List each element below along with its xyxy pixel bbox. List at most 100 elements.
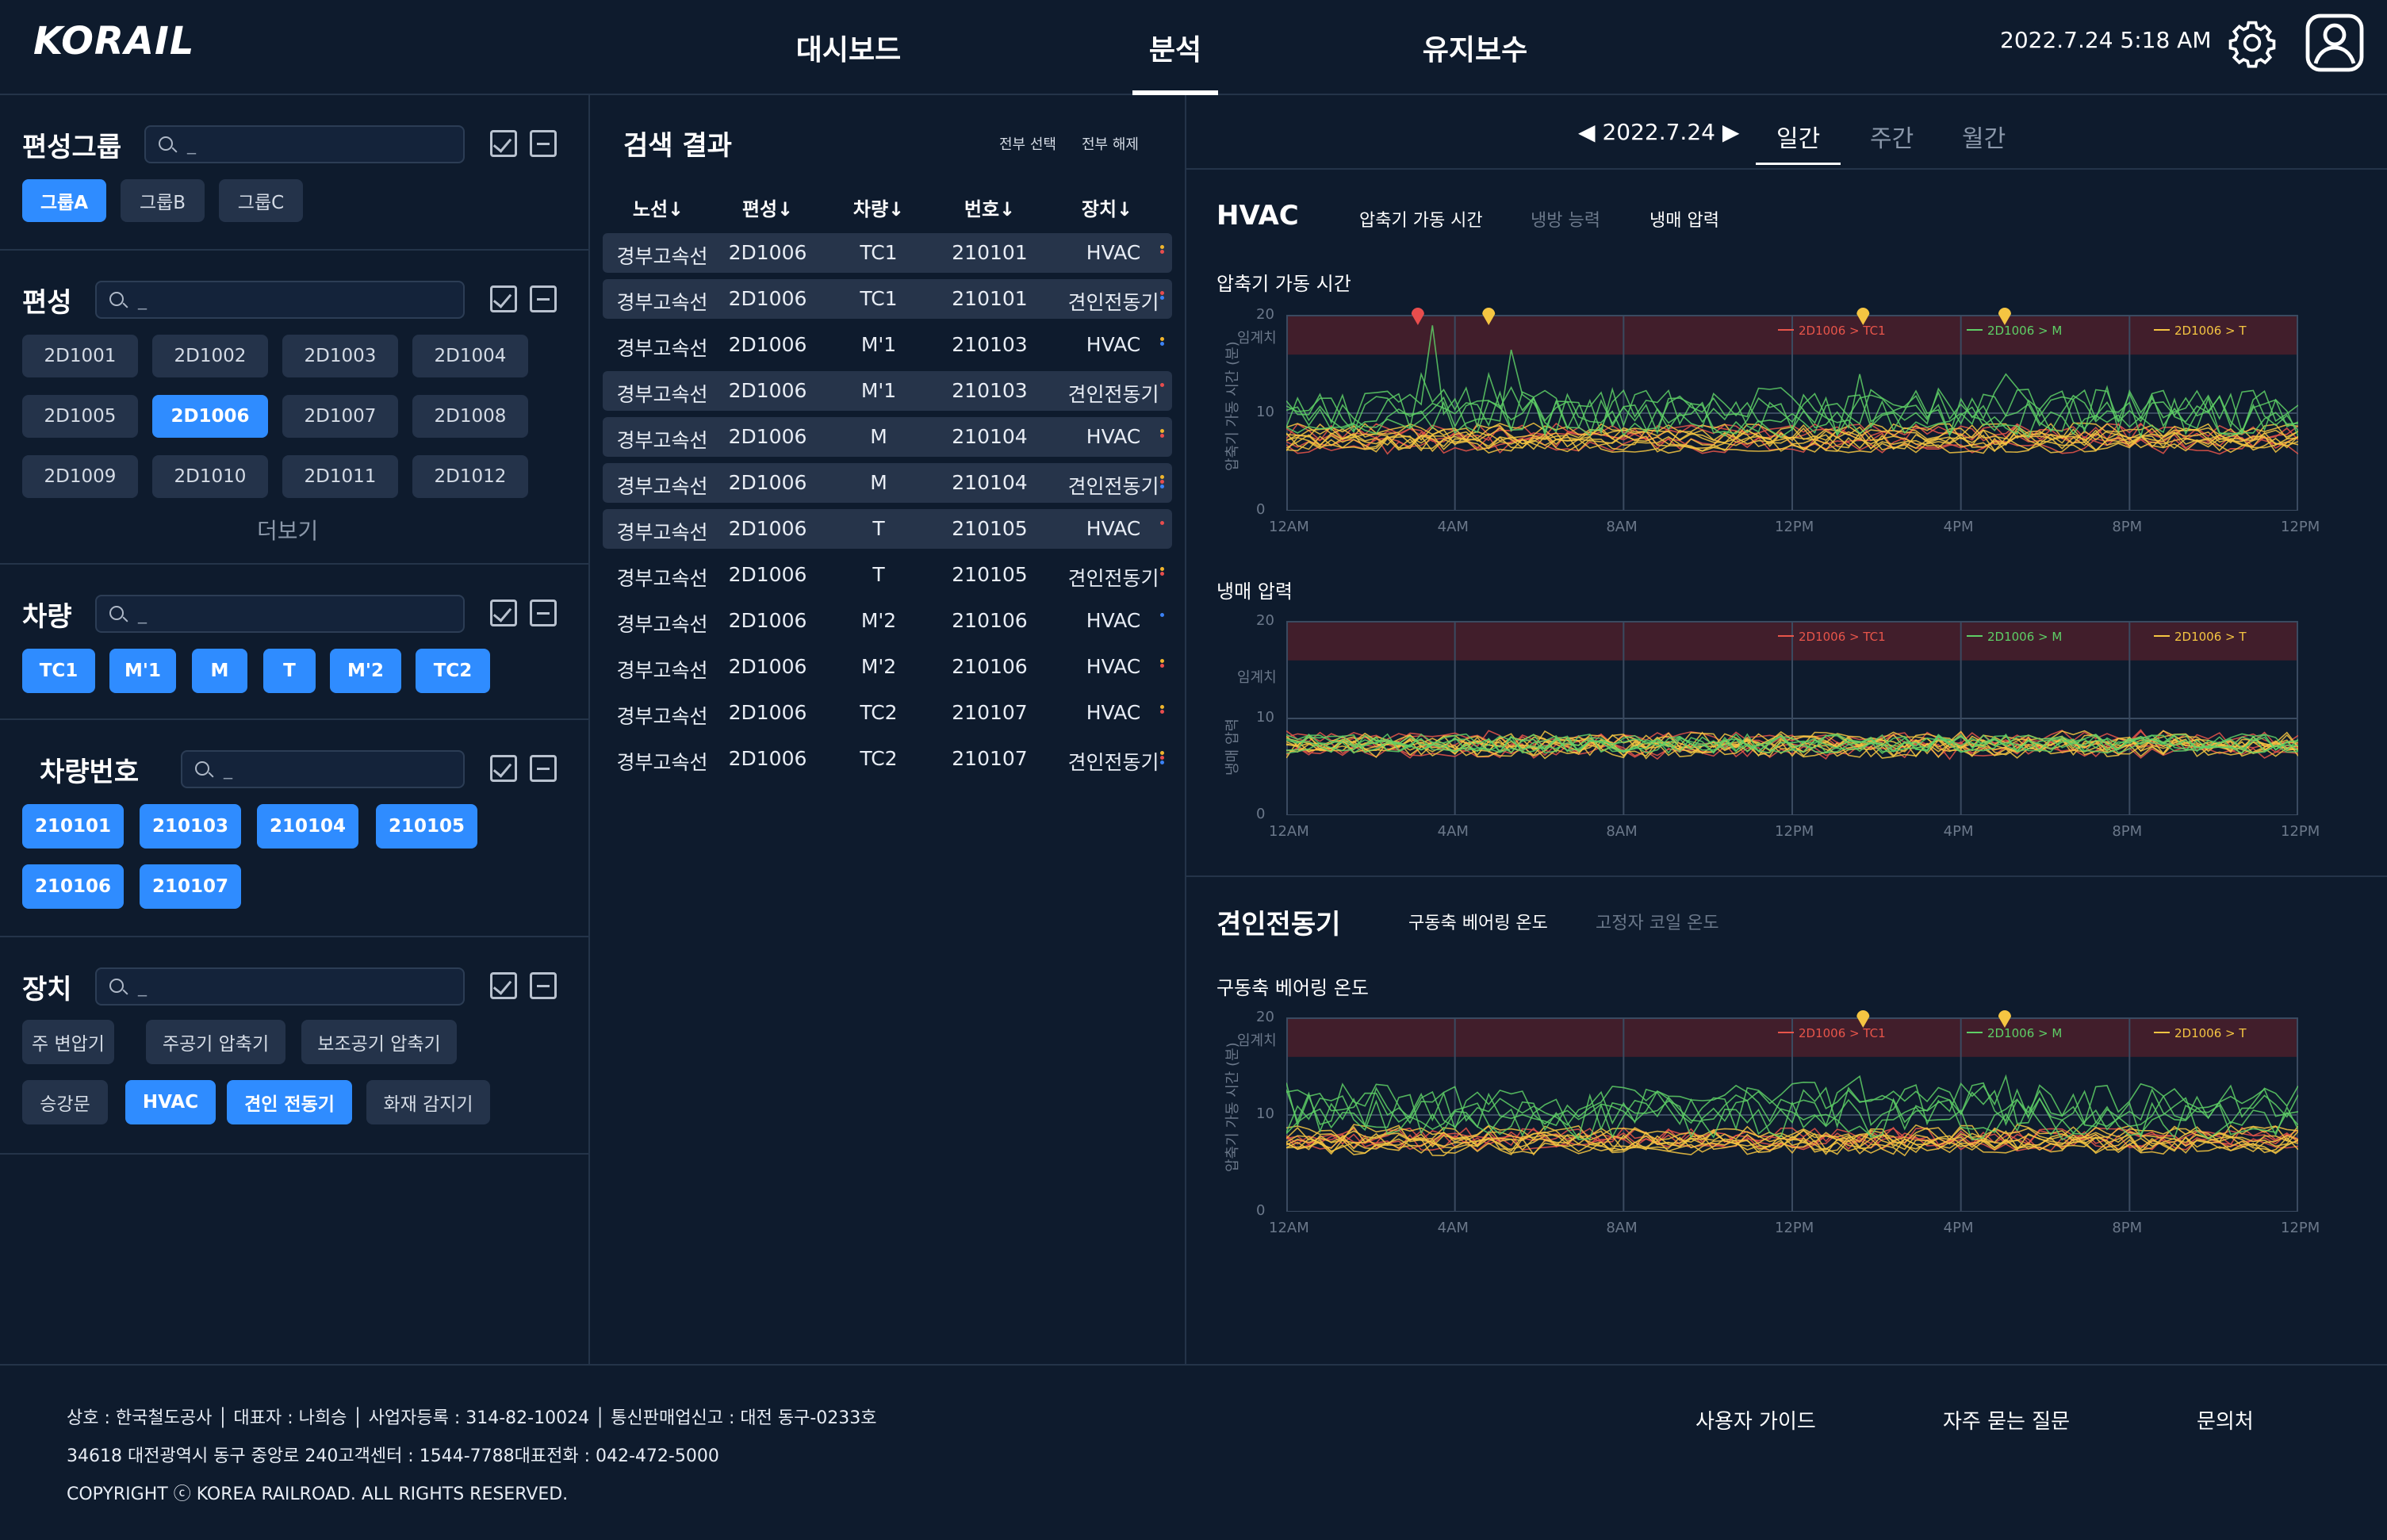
car-number-search-input[interactable]: _ [181, 750, 465, 788]
table-row[interactable]: 경부고속선 2D1006 M'1 210103 견인전동기 [603, 371, 1172, 411]
chip-car-number[interactable]: 210107 [140, 864, 241, 909]
chip-device[interactable]: 화재 감지기 [366, 1080, 490, 1124]
footer-link-contact[interactable]: 문의처 [2197, 1410, 2254, 1434]
chip-device[interactable]: 승강문 [22, 1080, 108, 1124]
table-row[interactable]: 경부고속선 2D1006 M'1 210103 HVAC [603, 325, 1172, 365]
deselect-all-icon[interactable] [530, 600, 557, 626]
tab-monthly[interactable]: 월간 [1962, 125, 2006, 153]
group-search-input[interactable]: _ [144, 125, 465, 163]
cell-number: 210103 [952, 379, 1028, 402]
next-date-icon[interactable]: ▶ [1722, 119, 1740, 145]
select-all-checkbox-icon[interactable] [490, 600, 517, 626]
table-row[interactable]: 경부고속선 2D1006 M'2 210106 HVAC [603, 601, 1172, 641]
chip-car[interactable]: M [192, 649, 247, 693]
device-search-input[interactable]: _ [95, 967, 465, 1006]
table-row[interactable]: 경부고속선 2D1006 M 210104 견인전동기 [603, 463, 1172, 503]
nav-analysis[interactable]: 분석 [1132, 0, 1218, 95]
chip-group-a[interactable]: 그룹A [22, 179, 106, 222]
chip-device[interactable]: 견인 전동기 [227, 1080, 352, 1124]
chip-formation[interactable]: 2D1010 [152, 455, 268, 498]
threshold-label: 임계치 [1237, 330, 1277, 347]
chip-formation[interactable]: 2D1003 [282, 335, 398, 377]
series-line [1286, 427, 2298, 446]
line-chart[interactable]: 2D1006 > TC1 2D1006 > M 2D1006 > T [1286, 300, 2298, 511]
chip-formation[interactable]: 2D1009 [22, 455, 138, 498]
table-row[interactable]: 경부고속선 2D1006 T 210105 HVAC [603, 509, 1172, 549]
select-all-checkbox-icon[interactable] [490, 130, 517, 157]
footer-company-info: 상호 : 한국철도공사 │ 대표자 : 나희승 │ 사업자등록 : 314-82… [67, 1408, 877, 1428]
chip-formation[interactable]: 2D1012 [412, 455, 528, 498]
chip-formation[interactable]: 2D1005 [22, 395, 138, 438]
table-row[interactable]: 경부고속선 2D1006 TC1 210101 HVAC [603, 233, 1172, 273]
cell-line: 경부고속선 [616, 521, 708, 544]
prev-date-icon[interactable]: ◀ [1578, 119, 1596, 145]
line-chart[interactable]: 2D1006 > TC1 2D1006 > M 2D1006 > T [1286, 1002, 2298, 1212]
korail-logo[interactable]: KORAIL [33, 19, 195, 63]
user-icon[interactable] [2303, 11, 2366, 75]
chip-formation[interactable]: 2D1008 [412, 395, 528, 438]
chip-car-number[interactable]: 210101 [22, 804, 124, 849]
show-more-link[interactable]: 더보기 [257, 518, 319, 544]
chip-car[interactable]: M'2 [330, 649, 401, 693]
table-row[interactable]: 경부고속선 2D1006 M'2 210106 HVAC [603, 647, 1172, 687]
nav-dashboard[interactable]: 대시보드 [795, 34, 902, 67]
chip-formation[interactable]: 2D1001 [22, 335, 138, 377]
col-device[interactable]: 장치↓ [1081, 198, 1133, 220]
chip-car-number[interactable]: 210105 [376, 804, 477, 849]
chip-formation[interactable]: 2D1004 [412, 335, 528, 377]
subtab-cooling-capacity[interactable]: 냉방 능력 [1531, 211, 1600, 231]
tab-weekly[interactable]: 주간 [1870, 125, 1914, 153]
select-all-checkbox-icon[interactable] [490, 285, 517, 312]
cell-line: 경부고속선 [616, 429, 708, 452]
series-line [1286, 733, 2298, 754]
chip-formation[interactable]: 2D1006 [152, 395, 268, 438]
subtab-bearing-temp[interactable]: 구동축 베어링 온도 [1408, 914, 1548, 933]
col-number[interactable]: 번호↓ [964, 198, 1016, 220]
subtab-compressor-time[interactable]: 압축기 가동 시간 [1359, 211, 1483, 231]
chip-car[interactable]: TC2 [416, 649, 490, 693]
deselect-all-icon[interactable] [530, 285, 557, 312]
car-search-input[interactable]: _ [95, 595, 465, 633]
tab-daily[interactable]: 일간 [1755, 119, 1841, 165]
chip-formation[interactable]: 2D1002 [152, 335, 268, 377]
table-row[interactable]: 경부고속선 2D1006 T 210105 견인전동기 [603, 555, 1172, 595]
chip-device[interactable]: 주공기 압축기 [146, 1020, 285, 1064]
table-row[interactable]: 경부고속선 2D1006 TC2 210107 견인전동기 [603, 739, 1172, 779]
chip-device[interactable]: 주 변압기 [22, 1020, 114, 1064]
select-all-checkbox-icon[interactable] [490, 972, 517, 999]
footer-link-faq[interactable]: 자주 묻는 질문 [1943, 1410, 2071, 1434]
formation-search-input[interactable]: _ [95, 281, 465, 319]
select-all-checkbox-icon[interactable] [490, 755, 517, 782]
chip-car[interactable]: T [263, 649, 316, 693]
cell-formation: 2D1006 [728, 747, 807, 770]
cell-car: T [872, 563, 885, 586]
chip-formation[interactable]: 2D1007 [282, 395, 398, 438]
col-formation[interactable]: 편성↓ [741, 198, 794, 220]
chip-car[interactable]: M'1 [109, 649, 176, 693]
chip-car[interactable]: TC1 [22, 649, 95, 693]
gear-icon[interactable] [2227, 17, 2278, 68]
table-row[interactable]: 경부고속선 2D1006 TC2 210107 HVAC [603, 693, 1172, 733]
chip-car-number[interactable]: 210103 [140, 804, 241, 849]
table-row[interactable]: 경부고속선 2D1006 M 210104 HVAC [603, 417, 1172, 457]
deselect-all-icon[interactable] [530, 130, 557, 157]
select-all-button[interactable]: 전부 선택 [999, 136, 1056, 153]
chip-car-number[interactable]: 210106 [22, 864, 124, 909]
chip-formation[interactable]: 2D1011 [282, 455, 398, 498]
footer-link-user-guide[interactable]: 사용자 가이드 [1695, 1410, 1816, 1434]
chip-device[interactable]: 보조공기 압축기 [301, 1020, 457, 1064]
deselect-all-icon[interactable] [530, 755, 557, 782]
table-row[interactable]: 경부고속선 2D1006 TC1 210101 견인전동기 [603, 279, 1172, 319]
chip-group-b[interactable]: 그룹B [121, 179, 205, 222]
deselect-all-icon[interactable] [530, 972, 557, 999]
nav-maintenance[interactable]: 유지보수 [1422, 34, 1528, 67]
subtab-coil-temp[interactable]: 고정자 코일 온도 [1596, 914, 1719, 933]
subtab-refrigerant-pressure[interactable]: 냉매 압력 [1649, 211, 1719, 231]
chip-group-c[interactable]: 그룹C [219, 179, 303, 222]
col-car[interactable]: 차량↓ [852, 198, 905, 220]
line-chart[interactable]: 2D1006 > TC1 2D1006 > M 2D1006 > T [1286, 606, 2298, 815]
chip-car-number[interactable]: 210104 [257, 804, 358, 849]
chip-device[interactable]: HVAC [125, 1080, 216, 1124]
col-line[interactable]: 노선↓ [632, 198, 684, 220]
deselect-all-button[interactable]: 전부 해제 [1082, 136, 1139, 153]
